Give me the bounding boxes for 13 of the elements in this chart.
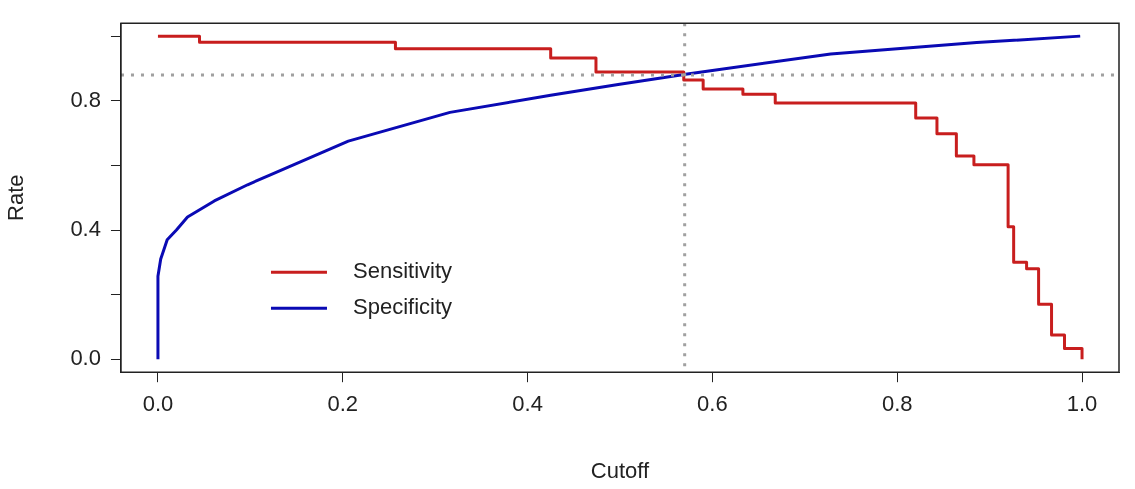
x-axis-title: Cutoff	[590, 457, 651, 483]
legend-label: Specificity	[352, 294, 453, 320]
x-tick-label: 0.2	[327, 391, 359, 417]
y-tick-label: 0.8	[70, 86, 101, 112]
x-tick-label: 0.0	[142, 391, 174, 417]
x-tick-label: 1.0	[1066, 391, 1098, 417]
x-tick-label: 0.8	[881, 391, 913, 417]
x-tick-label: 0.4	[512, 391, 543, 417]
x-tick-label: 0.6	[697, 391, 728, 417]
y-axis-title: Rate	[3, 174, 29, 221]
legend-label: Sensitivity	[352, 258, 453, 284]
y-tick-label: 0.4	[70, 216, 101, 242]
y-tick-label: 0.0	[70, 345, 101, 371]
